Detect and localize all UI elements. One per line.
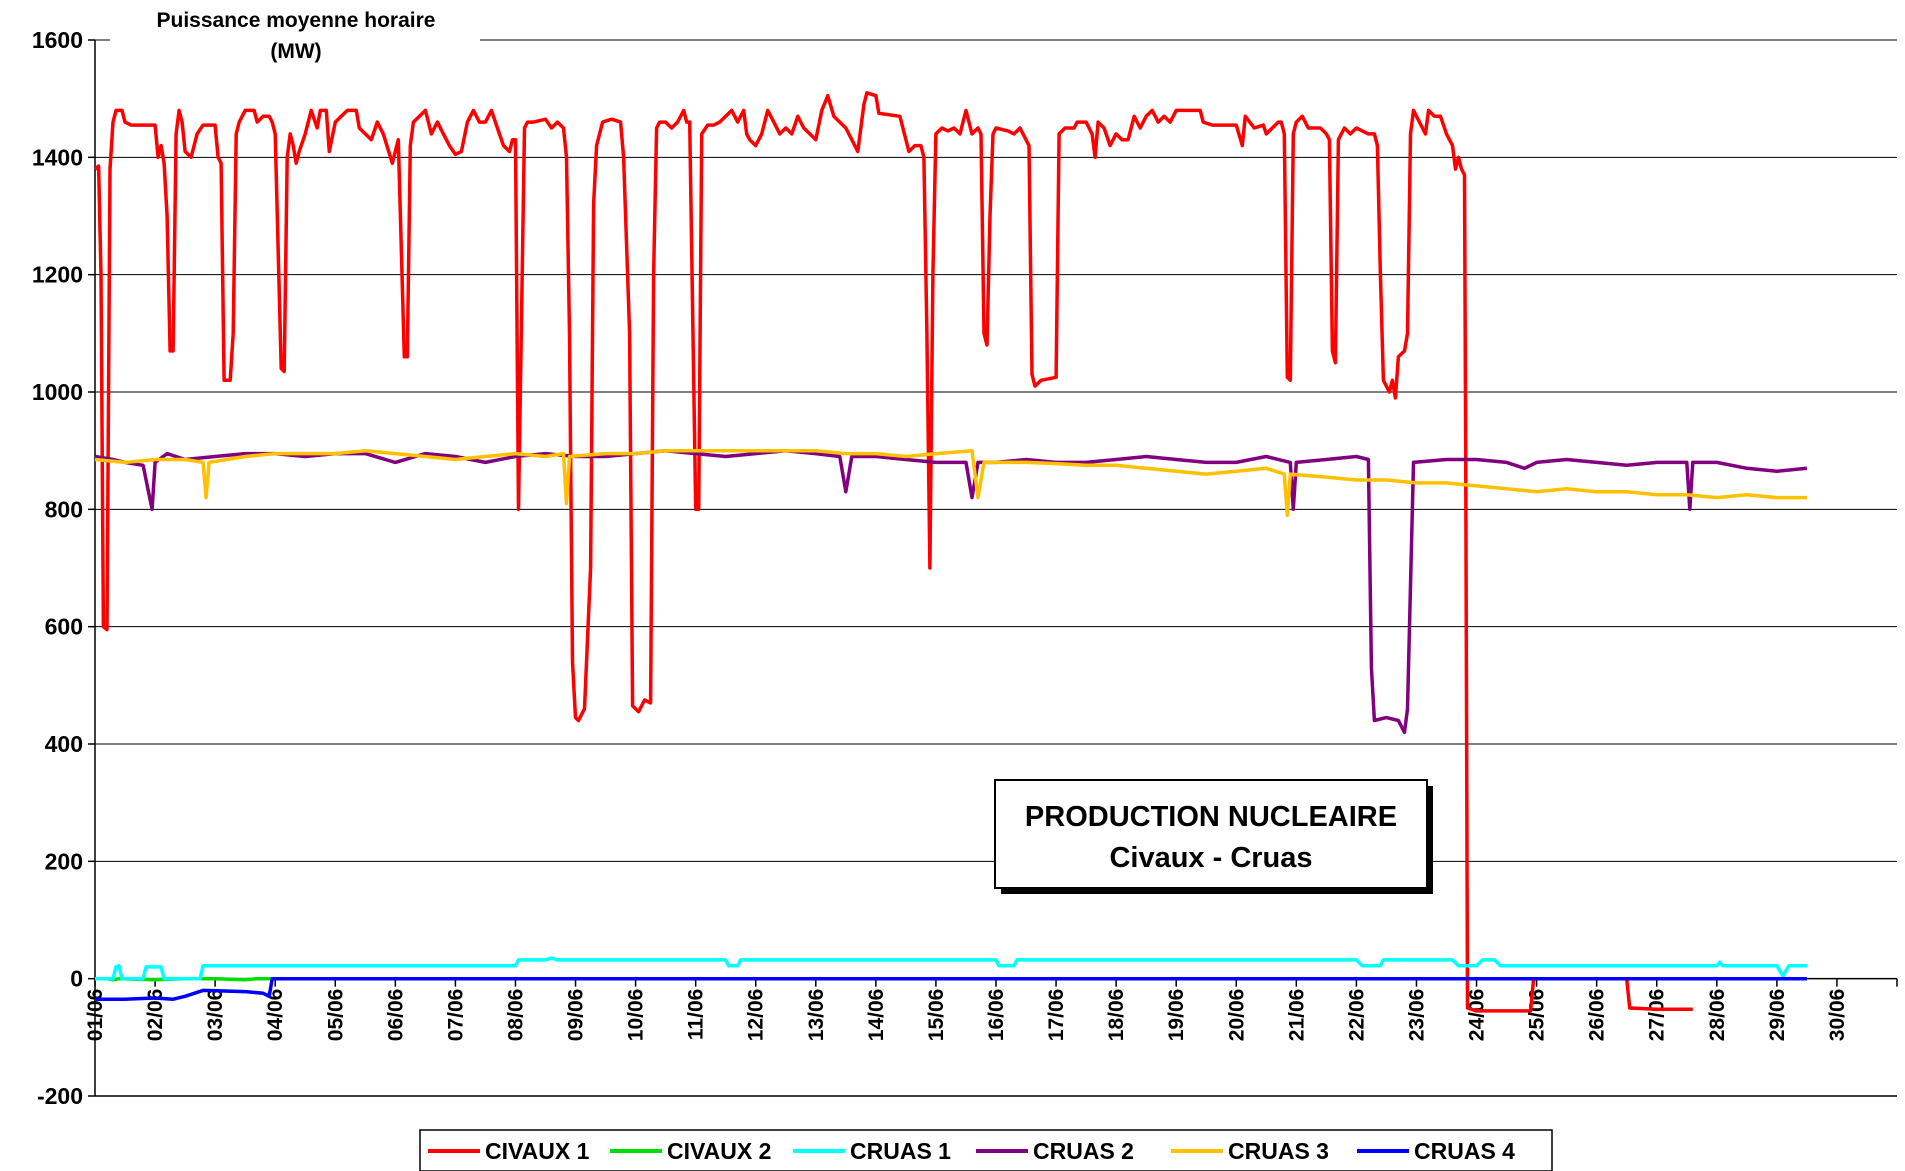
x-tick-label: 10/06 (625, 989, 648, 1042)
x-tick-label: 06/06 (384, 989, 407, 1042)
x-tick-label: 16/06 (985, 989, 1008, 1042)
x-tick-label: 27/06 (1646, 989, 1669, 1042)
legend-label: CIVAUX 2 (667, 1138, 771, 1164)
x-tick-label: 04/06 (264, 989, 287, 1042)
annotation-title: PRODUCTION NUCLEAIRE (1025, 801, 1397, 833)
chart-annotation-box: PRODUCTION NUCLEAIRE Civaux - Cruas (994, 779, 1433, 894)
x-tick-label: 23/06 (1405, 989, 1428, 1042)
x-tick-label: 05/06 (324, 989, 347, 1042)
series-line-cruas-3 (94, 448, 1807, 517)
y-axis: -200 0 200 400 600 800 1000 1200 1400 1600 (32, 27, 96, 1109)
y-axis-title-line-1: Puissance moyenne horaire (157, 9, 436, 32)
y-tick-label: -200 (37, 1083, 83, 1109)
y-tick-label: 1000 (32, 379, 83, 405)
y-tick-label: 600 (45, 614, 83, 640)
y-axis-title: Puissance moyenne horaire (MW) (110, 4, 480, 74)
x-tick-label: 29/06 (1766, 989, 1789, 1042)
x-tick-label: 20/06 (1225, 989, 1248, 1042)
plot-area (93, 91, 1808, 1013)
y-tick-label: 400 (45, 731, 83, 757)
x-tick-label: 24/06 (1466, 989, 1489, 1042)
x-tick-label: 26/06 (1586, 989, 1609, 1042)
x-tick-label: 02/06 (144, 989, 167, 1042)
x-tick-label: 19/06 (1165, 989, 1188, 1042)
x-tick-label: 14/06 (865, 989, 888, 1042)
y-tick-label: 1400 (32, 144, 83, 170)
y-tick-label: 1200 (32, 262, 83, 288)
y-axis-title-line-2: (MW) (270, 40, 321, 63)
x-tick-label: 12/06 (745, 989, 768, 1042)
x-tick-label: 28/06 (1706, 989, 1729, 1042)
x-tick-label: 13/06 (805, 989, 828, 1042)
series-line-cruas-4 (95, 976, 1807, 1001)
series-line-cruas-2 (94, 448, 1808, 735)
x-tick-label: 17/06 (1045, 989, 1068, 1042)
x-tick-label: 07/06 (444, 989, 467, 1042)
legend-label: CIVAUX 1 (485, 1138, 590, 1164)
x-tick-label: 22/06 (1345, 989, 1368, 1042)
y-tick-label: 0 (70, 966, 83, 992)
x-tick-label: 25/06 (1526, 989, 1549, 1042)
x-tick-label: 08/06 (504, 989, 527, 1042)
x-tick-label: 18/06 (1105, 989, 1128, 1042)
legend-label: CRUAS 3 (1228, 1138, 1329, 1164)
x-tick-label: 11/06 (685, 989, 708, 1040)
legend-label: CRUAS 1 (850, 1138, 951, 1164)
legend-label: CRUAS 4 (1414, 1138, 1515, 1164)
x-axis: 01/06 02/06 03/06 04/06 05/06 06/06 07/06 08/06… (84, 977, 1898, 1097)
legend: CIVAUX 1 CIVAUX 2 CRUAS 1 CRUAS 2 CRUAS 3 CRU… (419, 1129, 1553, 1171)
legend-label: CRUAS 2 (1033, 1138, 1134, 1164)
x-tick-label: 30/06 (1826, 989, 1849, 1042)
y-tick-label: 800 (45, 496, 83, 522)
x-tick-label: 15/06 (925, 989, 948, 1042)
annotation-subtitle: Civaux - Cruas (1109, 842, 1312, 874)
y-tick-label: 1600 (32, 27, 83, 53)
x-tick-label: 03/06 (204, 989, 227, 1042)
gridlines (95, 39, 1897, 980)
x-tick-label: 09/06 (565, 989, 588, 1042)
x-tick-label: 21/06 (1285, 989, 1308, 1042)
series-line-cruas-1 (95, 956, 1807, 981)
series-line-civaux-1 (93, 91, 1693, 1013)
y-tick-label: 200 (45, 848, 83, 874)
